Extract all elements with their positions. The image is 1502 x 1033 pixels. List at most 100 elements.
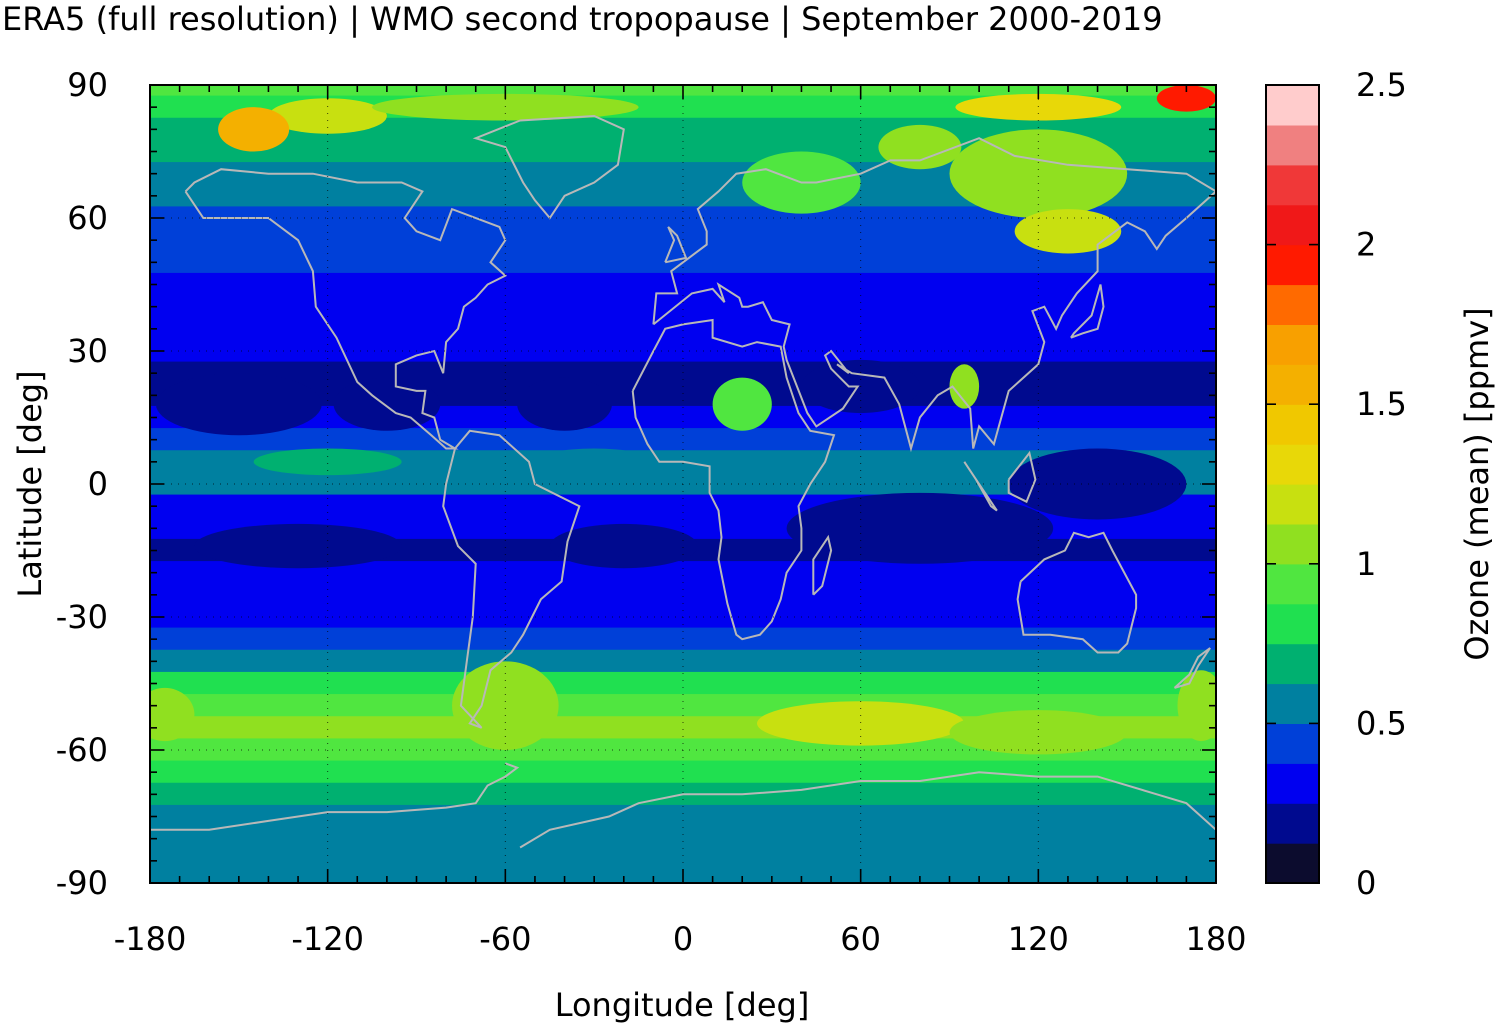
colorbar-tick-label: 1.5 <box>1356 385 1407 423</box>
y-tick-label: 0 <box>88 465 108 503</box>
y-tick-label: 60 <box>67 199 108 237</box>
coastline <box>812 534 833 596</box>
ozone-band <box>150 428 1216 452</box>
ozone-band <box>150 804 1216 829</box>
ozone-feature <box>712 377 772 431</box>
x-tick-label: 60 <box>840 920 881 958</box>
ozone-feature <box>155 373 322 436</box>
ozone-feature <box>150 687 195 742</box>
colorbar <box>1265 84 1320 884</box>
ozone-band <box>150 694 1216 718</box>
colorbar-swatch <box>1266 204 1319 246</box>
ozone-band <box>150 162 1216 186</box>
y-axis-label: Latitude [deg] <box>11 370 49 597</box>
x-tick-labels: -180 -120 -60 0 60 120 180 <box>114 920 1247 958</box>
colorbar-swatch <box>1266 563 1319 605</box>
y-tick-label: -90 <box>56 864 108 902</box>
ozone-feature <box>1156 85 1216 112</box>
y-tick-label: -60 <box>56 731 108 769</box>
colorbar-swatch <box>1266 683 1319 724</box>
ozone-feature <box>218 107 290 152</box>
coastline <box>184 168 508 450</box>
coastline <box>442 429 581 729</box>
ozone-features <box>150 85 1216 755</box>
ozone-feature <box>534 448 654 476</box>
ozone-feature <box>372 93 639 121</box>
colorbar-swatch <box>1266 324 1319 365</box>
ozone-feature <box>1008 448 1187 520</box>
ozone-feature <box>949 129 1128 218</box>
coastline <box>1070 284 1105 339</box>
ozone-band <box>150 649 1216 673</box>
colorbar-swatch <box>1266 643 1319 685</box>
colorbar-swatch <box>1266 284 1319 325</box>
ozone-feature <box>517 377 612 431</box>
y-tick-labels: 90 60 30 0 -30 -60 -90 <box>56 66 108 902</box>
ozone-feature <box>549 523 698 569</box>
x-axis-label: Longitude [deg] <box>555 986 810 1024</box>
ozone-band <box>150 317 1216 341</box>
x-tick-label: -120 <box>291 920 364 958</box>
y-tick-label: 30 <box>67 332 108 370</box>
ozone-feature <box>878 124 962 170</box>
colorbar-tick-label: 0 <box>1356 864 1376 902</box>
colorbar-swatch <box>1266 404 1319 445</box>
ozone-band <box>150 228 1216 252</box>
colorbar-tick-label: 2 <box>1356 226 1376 264</box>
ozone-feature <box>1177 670 1216 742</box>
ozone-feature <box>452 661 559 751</box>
coastline <box>664 226 688 264</box>
colorbar-swatch <box>1266 803 1319 844</box>
colorbar-tick-label: 0.5 <box>1356 704 1407 742</box>
coastline <box>963 461 998 512</box>
colorbar-swatch <box>1266 523 1319 565</box>
colorbar-swatch <box>1266 244 1319 286</box>
x-tick-label: 180 <box>1185 920 1246 958</box>
coastline <box>652 137 1216 453</box>
ozone-band <box>150 827 1216 851</box>
x-tick-label: 0 <box>673 920 693 958</box>
colorbar-swatch <box>1266 164 1319 206</box>
ozone-feature <box>949 364 980 409</box>
coastline <box>472 114 625 220</box>
plot-area <box>150 85 1216 883</box>
ozone-feature <box>786 492 1054 564</box>
colorbar-swatch <box>1266 723 1319 764</box>
ozone-band <box>150 671 1216 696</box>
colorbar-tick-labels: 0 0.5 1 1.5 2 2.5 <box>1356 66 1407 902</box>
colorbar-label: Ozone (mean) [ppmv] <box>1458 307 1496 660</box>
colorbar-swatch <box>1266 364 1319 405</box>
coastline <box>1016 531 1138 654</box>
colorbar-tick-label: 1 <box>1356 545 1376 583</box>
ozone-feature <box>955 93 1122 121</box>
ozone-band <box>150 272 1216 297</box>
x-tick-label: -180 <box>114 920 187 958</box>
colorbar-swatch <box>1266 85 1319 126</box>
ozone-band <box>150 295 1216 319</box>
colorbar-swatch <box>1266 484 1319 525</box>
ozone-feature <box>1014 209 1122 254</box>
coastline <box>150 762 520 831</box>
coastline <box>1173 647 1211 689</box>
x-tick-label: -60 <box>479 920 531 958</box>
chart-title: ERA5 (full resolution) | WMO second trop… <box>2 0 1163 38</box>
colorbar-frame <box>1265 84 1320 884</box>
gridlines <box>150 85 1216 883</box>
y-tick-label: 90 <box>67 66 108 104</box>
ozone-feature <box>253 448 402 476</box>
ozone-band <box>150 627 1216 651</box>
colorbar-swatch <box>1266 603 1319 645</box>
coastlines <box>150 114 1216 849</box>
ozone-feature <box>757 701 965 746</box>
colorbar-swatch <box>1266 124 1319 166</box>
coastline <box>519 771 1216 849</box>
colorbar-swatch <box>1266 444 1319 485</box>
axis-ticks <box>149 84 1217 884</box>
ozone-band <box>150 849 1216 873</box>
colorbar-swatch <box>1266 763 1319 804</box>
y-tick-label: -30 <box>56 598 108 636</box>
coastline <box>631 318 836 641</box>
ozone-feature <box>194 523 402 569</box>
